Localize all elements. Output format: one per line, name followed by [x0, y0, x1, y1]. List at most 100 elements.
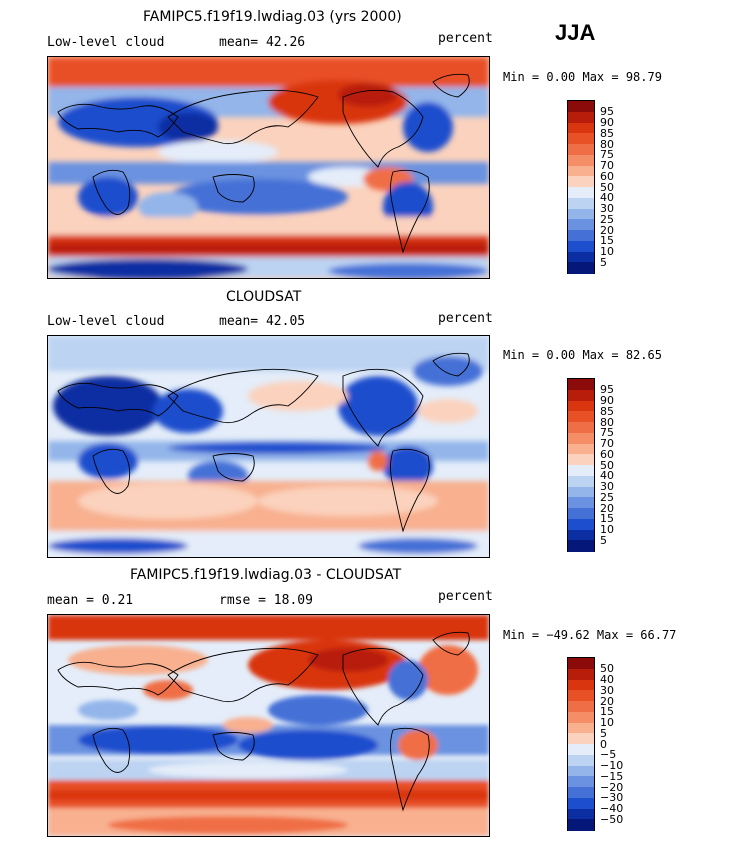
- panel-obs-colorbar-tick: 90: [600, 394, 614, 407]
- panel-diff-colorbar-swatch: [567, 668, 595, 680]
- panel-model-colorbar-tick: 30: [600, 202, 614, 215]
- panel-obs-colorbar-swatch: [567, 497, 595, 509]
- panel-obs-map: [47, 335, 490, 558]
- panel-diff-colorbar-swatch: [567, 679, 595, 691]
- panel-model-colorbar-tick: 75: [600, 148, 614, 162]
- panel-obs-mean-label: mean= 42.05: [219, 314, 306, 329]
- panel-obs-colorbar-swatch: [567, 518, 595, 530]
- panel-model-colorbar-tick: 5: [600, 255, 607, 269]
- panel-obs-colorbar-swatch: [567, 540, 595, 552]
- panel-obs-colorbar-swatch: [567, 389, 595, 401]
- panel-model-colorbar-tick: 25: [600, 212, 614, 226]
- panel-obs-colorbar-tick: 20: [600, 501, 614, 515]
- panel-model-colorbar-tick: 70: [600, 159, 614, 172]
- panel-diff-colorbar-swatch: [567, 819, 595, 831]
- panel-model-colorbar-swatch: [567, 230, 595, 242]
- panel-diff-colorbar-swatch: [567, 797, 595, 809]
- panel-obs-colorbar-swatch: [567, 411, 595, 423]
- panel-diff-colorbar-tick: −30: [600, 791, 624, 805]
- panel-model-mean-label: mean= 42.26: [219, 35, 306, 50]
- panel-diff-colorbar-tick: −10: [600, 759, 624, 772]
- panel-obs-colorbar-tick: 50: [600, 458, 614, 472]
- panel-diff-rmse-label: rmse = 18.09: [219, 593, 313, 608]
- panel-obs-colorbar-swatch: [567, 422, 595, 434]
- panel-diff-colorbar-tick: 30: [600, 683, 614, 697]
- panel-model-colorbar-swatch: [567, 197, 595, 209]
- panel-model-colorbar-swatch: [567, 219, 595, 231]
- panel-obs-title: CLOUDSAT: [226, 289, 302, 305]
- panel-obs-colorbar-tick: 30: [600, 480, 614, 493]
- panel-diff-colorbar-swatch: [567, 690, 595, 702]
- panel-diff-colorbar-tick: 0: [600, 737, 607, 751]
- panel-diff-mean-label: mean = 0.21: [47, 593, 134, 608]
- panel-model-title: FAMIPC5.f19f19.lwdiag.03 (yrs 2000): [143, 9, 402, 25]
- panel-diff-colorbar-tick: −20: [600, 780, 624, 794]
- panel-model-variable-label: Low-level cloud: [47, 35, 165, 50]
- panel-diff-colorbar-swatch: [567, 744, 595, 756]
- panel-model-colorbar-swatch: [567, 251, 595, 263]
- panel-obs-colorbar-swatch: [567, 529, 595, 541]
- panel-obs-map-field: [48, 336, 489, 557]
- panel-obs-colorbar-tick: 75: [600, 426, 614, 440]
- panel-model-colorbar: 95 90 85 80 75 70 60 50 40 30 25 20 15 10 5: [567, 100, 627, 274]
- panel-obs-colorbar-tick: 25: [600, 490, 614, 504]
- panel-model-colorbar-tick: 90: [600, 116, 614, 129]
- panel-obs-colorbar-swatch: [567, 432, 595, 444]
- panel-obs-minmax: Min = 0.00 Max = 82.65: [503, 348, 662, 362]
- panel-diff-title: FAMIPC5.f19f19.lwdiag.03 - CLOUDSAT: [130, 567, 402, 583]
- panel-model-colorbar-tick: 95: [600, 105, 614, 119]
- panel-diff-map: [47, 614, 490, 837]
- panel-model-colorbar-swatch: [567, 262, 595, 274]
- panel-diff-colorbar-swatch: [567, 711, 595, 723]
- panel-diff-colorbar-tick: −40: [600, 802, 624, 815]
- panel-model-colorbar-swatch: [567, 165, 595, 177]
- panel-obs-colorbar-swatch: [567, 443, 595, 455]
- panel-obs-colorbar-swatch: [567, 400, 595, 412]
- panel-diff-colorbar-tick: −15: [600, 769, 624, 783]
- panel-diff-colorbar-swatch: [567, 733, 595, 745]
- panel-diff-colorbar-tick: −50: [600, 812, 624, 826]
- panel-obs-colorbar-tick: 95: [600, 383, 614, 397]
- panel-diff-colorbar-swatch: [567, 776, 595, 788]
- panel-obs-colorbar-tick: 80: [600, 415, 614, 429]
- panel-diff-colorbar-tick: 50: [600, 662, 614, 676]
- panel-obs-colorbar-swatch: [567, 486, 595, 498]
- panel-obs-colorbar-tick: 40: [600, 469, 614, 483]
- panel-model-colorbar-swatch: [567, 176, 595, 188]
- panel-diff-colorbar-swatch: [567, 722, 595, 734]
- panel-diff-units-label: percent: [438, 589, 493, 604]
- panel-diff-colorbar-tick: 5: [600, 726, 607, 740]
- panel-model-colorbar-swatch: [567, 154, 595, 166]
- panel-model-colorbar-tick: 40: [600, 191, 614, 205]
- panel-model-map-field: [48, 57, 489, 278]
- panel-obs-colorbar-tick: 5: [600, 533, 607, 547]
- panel-diff-colorbar-swatch: [567, 787, 595, 799]
- panel-obs-colorbar-swatch: [567, 475, 595, 487]
- panel-diff-colorbar-tick: 40: [600, 673, 614, 686]
- panel-model-colorbar-swatch: [567, 208, 595, 220]
- panel-obs-colorbar: 95 90 85 80 75 70 60 50 40 30 25 20 15 10 5: [567, 378, 627, 552]
- panel-obs-colorbar-tick: 70: [600, 437, 614, 450]
- panel-obs-colorbar-swatch: [567, 454, 595, 466]
- panel-model-colorbar-swatch: [567, 187, 595, 199]
- panel-model-colorbar-swatch: [567, 122, 595, 134]
- panel-model-colorbar-tick: 50: [600, 180, 614, 194]
- panel-obs-colorbar-tick: 15: [600, 512, 614, 526]
- panel-obs-units-label: percent: [438, 311, 493, 326]
- panel-obs-colorbar-swatch: [567, 508, 595, 520]
- panel-model-colorbar-tick: 85: [600, 126, 614, 140]
- panel-model-colorbar-swatch: [567, 111, 595, 123]
- panel-model-colorbar-swatch: [567, 144, 595, 156]
- panel-diff-colorbar: 50 40 30 20 15 10 5 0 −5 −10 −15 −20 −30 −40 −50: [567, 657, 627, 831]
- panel-obs-variable-label: Low-level cloud: [47, 314, 165, 329]
- panel-model-colorbar-tick: 60: [600, 169, 614, 183]
- panel-diff-colorbar-swatch: [567, 754, 595, 766]
- panel-model-colorbar-swatch: [567, 133, 595, 145]
- panel-model-minmax: Min = 0.00 Max = 98.79: [503, 70, 662, 84]
- panel-diff-map-field: [48, 615, 489, 836]
- panel-obs-colorbar-tick: 10: [600, 523, 614, 536]
- panel-obs-colorbar-tick: 85: [600, 404, 614, 418]
- panel-model-colorbar-swatch: [567, 240, 595, 252]
- panel-model-map: [47, 56, 490, 279]
- panel-model-colorbar-tick: 15: [600, 234, 614, 248]
